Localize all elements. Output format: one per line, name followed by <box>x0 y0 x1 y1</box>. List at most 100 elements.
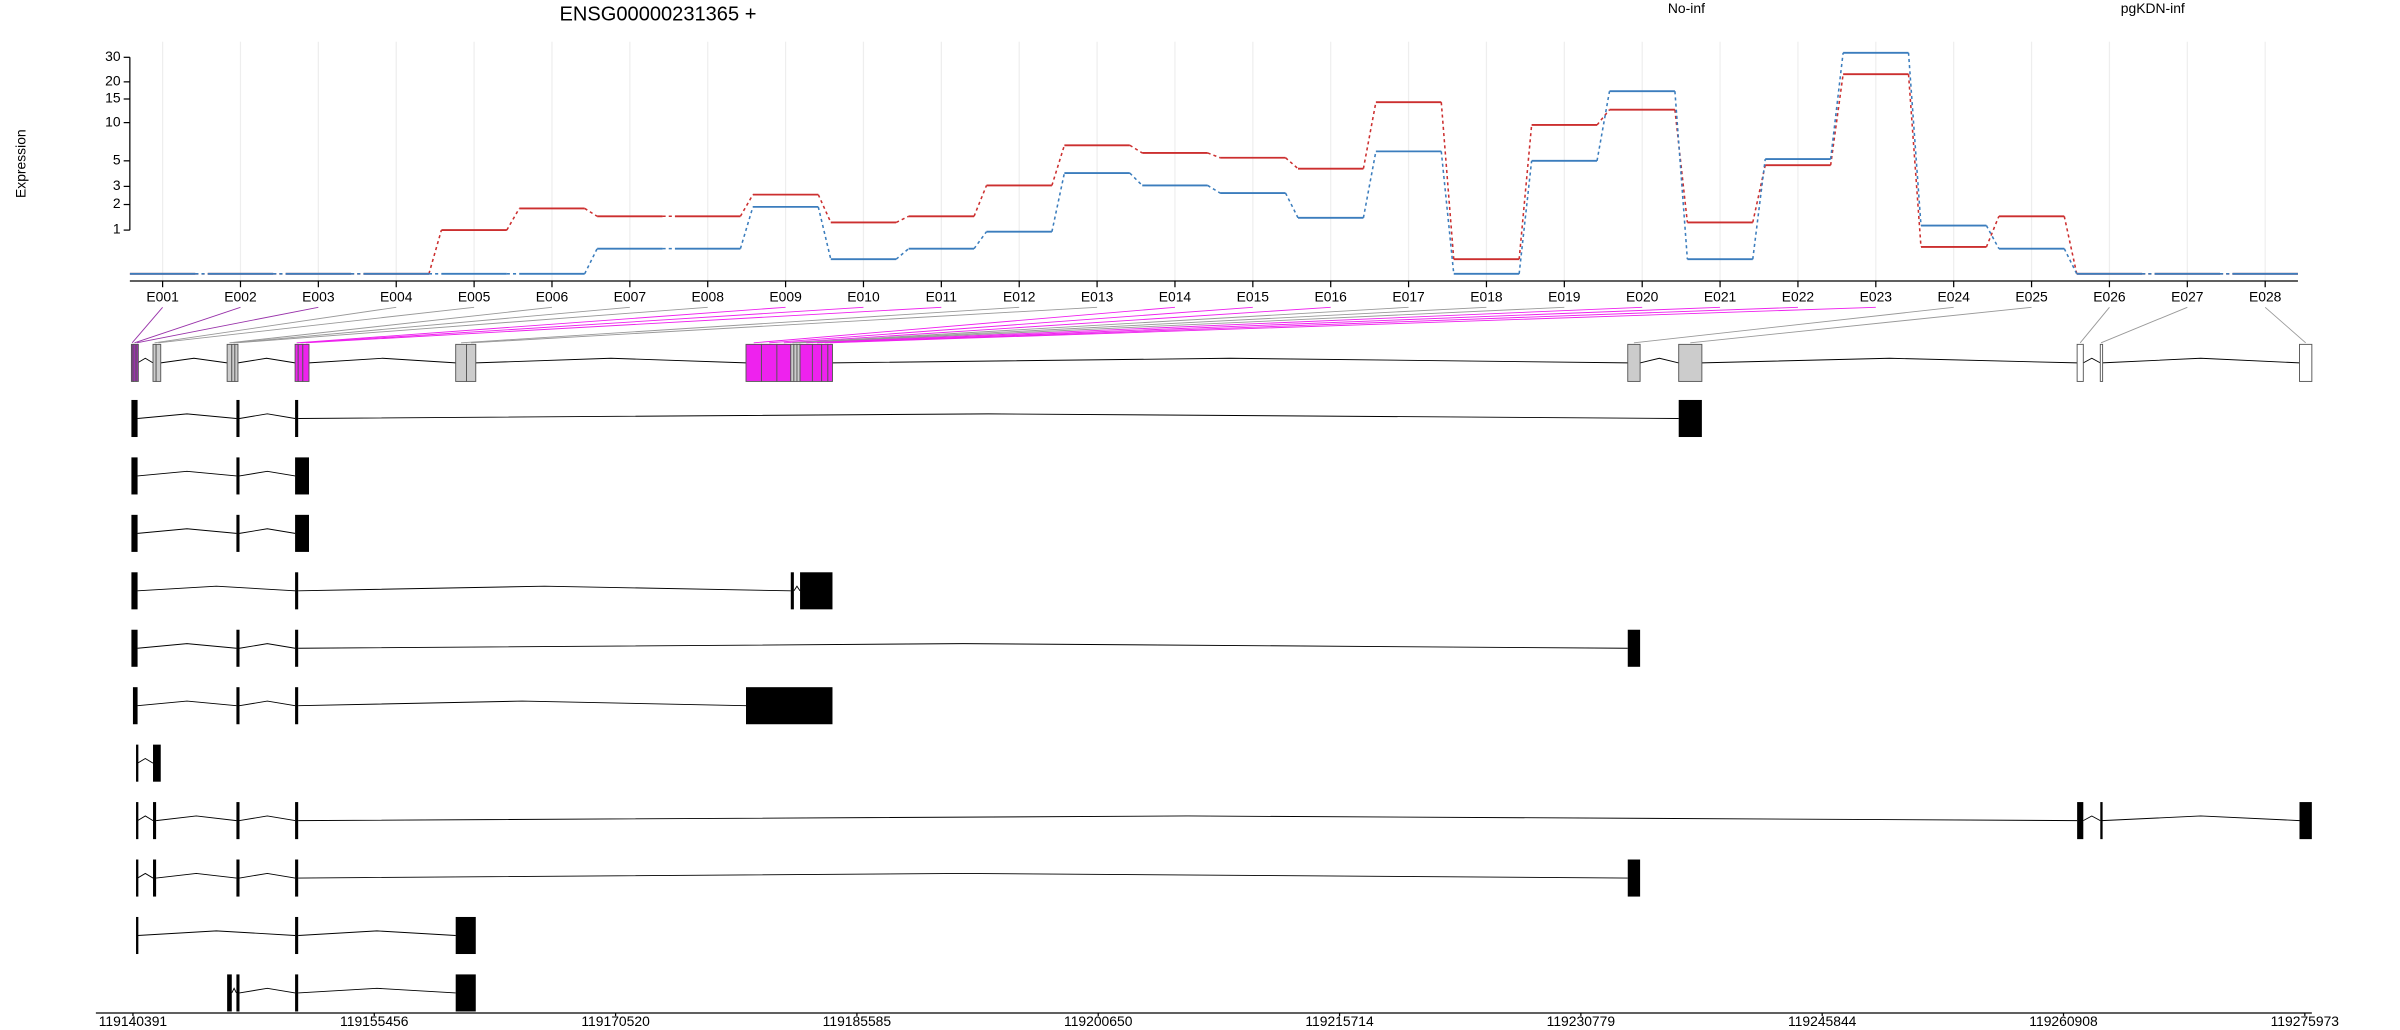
bin-connector <box>792 306 1409 344</box>
transcript-exon <box>236 399 240 438</box>
intron <box>239 872 296 879</box>
x-tick-label: E024 <box>1937 289 1970 305</box>
x-tick-label: 119200650 <box>1064 1013 1133 1029</box>
exon-bin <box>155 343 162 382</box>
intron <box>231 987 237 994</box>
intron <box>793 585 801 592</box>
bin-connector <box>134 306 241 344</box>
transcript-exon <box>136 744 139 782</box>
x-tick-label: E020 <box>1626 289 1659 305</box>
step-connector <box>1829 74 1844 166</box>
x-tick-label: E027 <box>2171 289 2204 305</box>
x-tick-label: E013 <box>1081 289 1114 305</box>
transcript-exon <box>295 802 299 840</box>
step-connector <box>1284 192 1299 219</box>
transcript-exon <box>236 514 240 552</box>
transcript-exon <box>153 744 161 782</box>
legend-label: No-inf <box>1668 0 1705 16</box>
exon-bin <box>745 343 762 382</box>
x-tick-label: E008 <box>692 289 725 305</box>
transcript-exon <box>236 457 240 495</box>
x-tick-label: 119140391 <box>99 1013 168 1029</box>
bin-connector <box>830 306 1876 344</box>
intron <box>137 413 237 419</box>
step-connector <box>817 206 832 260</box>
step-connector <box>1829 52 1844 160</box>
y-axis-label: Expression <box>12 129 28 198</box>
x-tick-label: E025 <box>2015 289 2048 305</box>
transcript-exon <box>131 457 138 495</box>
step-connector <box>739 194 754 217</box>
x-tick-label: E009 <box>769 289 802 305</box>
exon-bin <box>455 343 467 382</box>
intron <box>156 815 237 822</box>
intron <box>2101 815 2300 822</box>
transcript-exon <box>295 514 309 552</box>
transcript-exon <box>455 974 476 1012</box>
transcript-exon <box>1627 629 1641 667</box>
bin-connector <box>795 306 1487 344</box>
step-connector <box>428 229 443 275</box>
transcript-exon <box>800 572 833 610</box>
step-connector <box>506 208 520 231</box>
bin-connector <box>824 306 1798 344</box>
intron <box>239 643 296 649</box>
step-connector <box>1440 151 1455 274</box>
intron <box>475 357 747 364</box>
intron <box>137 585 296 592</box>
exon-bin <box>2099 343 2104 382</box>
bin-connector <box>2100 306 2188 344</box>
transcript-exon <box>2100 802 2103 840</box>
exon-bin <box>796 343 801 382</box>
y-tick-label: 3 <box>113 177 121 193</box>
x-tick-label: E022 <box>1782 289 1815 305</box>
transcript-exon <box>295 572 299 610</box>
intron <box>137 930 296 936</box>
bin-connector <box>300 306 864 344</box>
bin-connector <box>2079 307 2110 344</box>
intron <box>137 872 154 879</box>
exon-bin <box>1678 343 1703 382</box>
transcript-exon <box>2077 802 2084 840</box>
x-tick-label: 119155456 <box>340 1013 409 1029</box>
x-tick-label: E017 <box>1392 289 1425 305</box>
bin-connector <box>296 306 786 344</box>
exon-bin <box>2299 343 2313 382</box>
transcript-exon <box>236 974 240 1012</box>
step-connector <box>973 185 988 217</box>
transcript-exon <box>136 916 139 955</box>
x-tick-label: E005 <box>458 289 491 305</box>
exon-bin <box>790 343 795 382</box>
exon-bin <box>799 343 813 382</box>
step-connector <box>1752 158 1767 260</box>
x-tick-label: 119230779 <box>1547 1013 1616 1029</box>
step-connector <box>1985 215 2000 248</box>
intron <box>298 930 456 936</box>
step-connector <box>1907 52 1922 226</box>
step-connector <box>1674 91 1689 260</box>
intron <box>1701 357 2078 364</box>
intron <box>137 700 237 707</box>
intron <box>2083 815 2101 822</box>
intron <box>156 872 237 879</box>
step-connector <box>973 231 988 250</box>
intron <box>298 413 1679 419</box>
step-connector <box>2063 216 2078 274</box>
step-connector <box>1129 172 1143 187</box>
transcript-exon <box>295 916 299 955</box>
transcript-exon <box>2299 802 2312 840</box>
exon-bin <box>811 343 823 382</box>
transcript-exon <box>227 974 232 1012</box>
exon-bin <box>132 343 137 382</box>
transcript-exon <box>132 687 138 725</box>
transcript-exon <box>131 399 138 438</box>
exon-bin <box>776 343 792 382</box>
intron <box>308 357 456 364</box>
bin-connector <box>305 306 942 344</box>
x-tick-label: E001 <box>146 289 179 305</box>
legend-label: pgKDN-inf <box>2121 0 2185 16</box>
intron <box>239 528 296 534</box>
intron <box>239 700 296 707</box>
x-tick-label: 119275973 <box>2271 1013 2340 1029</box>
